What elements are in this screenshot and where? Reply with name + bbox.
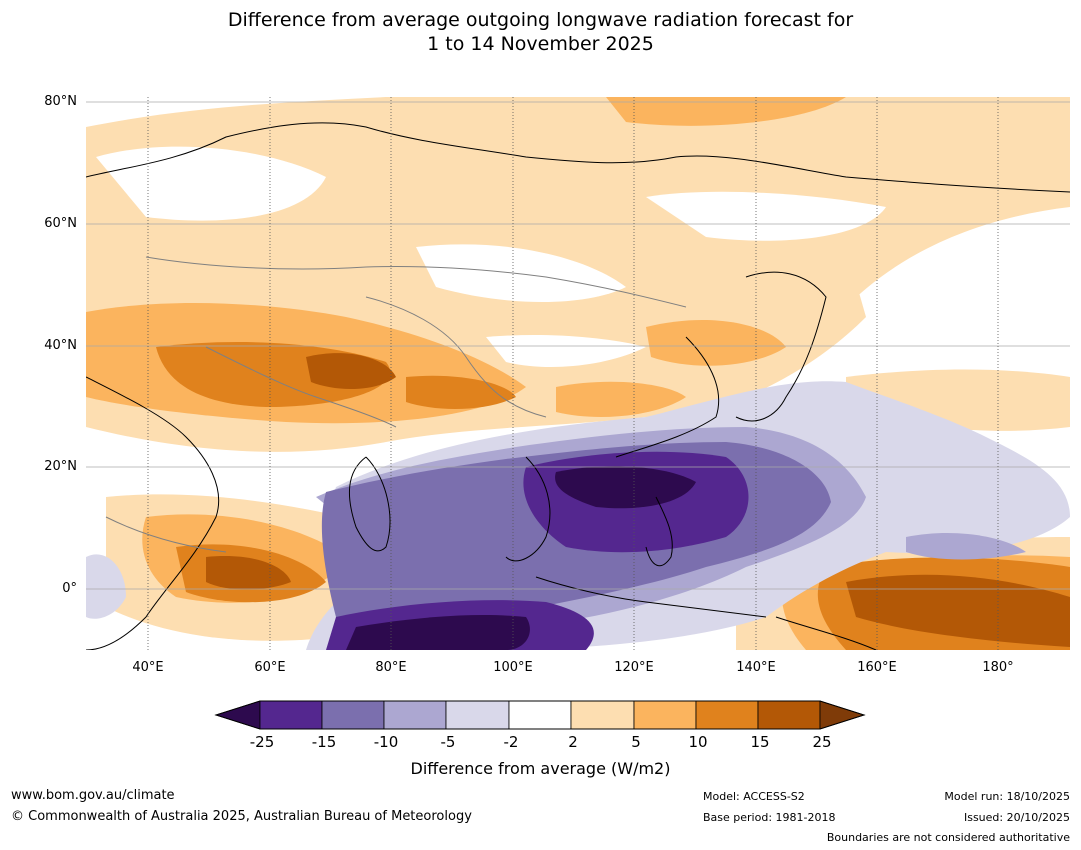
lon-label-60e: 60°E xyxy=(254,660,286,675)
very-strong-positive-pacific xyxy=(846,574,1070,647)
colorbar-segment-0 xyxy=(214,700,261,730)
neutral-patch-china xyxy=(486,335,646,367)
chart-title-line-2: 1 to 14 November 2025 xyxy=(427,33,654,55)
chart-title-line-1: Difference from average outgoing longwav… xyxy=(227,9,854,31)
coastline-arabia-africa xyxy=(86,376,220,650)
coastline-arctic xyxy=(86,122,1070,193)
colorbar-tick-minus-15: -15 xyxy=(311,733,337,751)
moderate-negative-pacific-band xyxy=(906,532,1026,560)
country-borders xyxy=(105,256,687,553)
weak-negative-east-africa xyxy=(86,554,126,619)
colorbar-tick-2: 2 xyxy=(568,733,578,751)
coastline-indonesia xyxy=(535,576,767,618)
colorbar-segment-10 xyxy=(819,700,866,730)
colorbar-segment-7 xyxy=(633,700,697,730)
model-name: Model: ACCESS-S2 xyxy=(703,790,805,803)
lon-label-120e: 120°E xyxy=(614,660,654,675)
moderate-positive-south-china xyxy=(556,381,686,417)
issued-date: Issued: 20/10/2025 xyxy=(963,811,1070,824)
colorbar-tick-minus-25: -25 xyxy=(249,733,275,751)
model-run-date: Model run: 18/10/2025 xyxy=(944,790,1070,803)
anomaly-fields xyxy=(86,97,1070,650)
olr-anomaly-map xyxy=(86,97,1070,650)
border-africa xyxy=(105,516,227,553)
lat-label-20n: 20°N xyxy=(44,459,77,474)
coastline-philippines xyxy=(645,496,673,567)
neutral-patch-siberia xyxy=(646,191,886,241)
coastline-india xyxy=(348,456,391,552)
colorbar-outline xyxy=(214,700,866,730)
lat-label-80n: 80°N xyxy=(44,94,77,109)
moderate-positive-arctic xyxy=(606,97,846,126)
colorbar-segment-9 xyxy=(757,700,821,730)
lon-label-40e: 40°E xyxy=(132,660,164,675)
colorbar-tick-5: 5 xyxy=(631,733,641,751)
border-russia-south xyxy=(145,256,687,308)
colorbar-tick-25: 25 xyxy=(812,733,832,751)
chart-title: Difference from average outgoing longwav… xyxy=(0,8,1081,56)
lat-label-40n: 40°N xyxy=(44,338,77,353)
colorbar-tick-10: 10 xyxy=(688,733,708,751)
colorbar-segment-2 xyxy=(321,700,385,730)
border-china-west xyxy=(365,296,547,418)
coastlines xyxy=(86,122,1070,650)
colorbar-tick-minus-10: -10 xyxy=(373,733,399,751)
colorbar xyxy=(214,700,866,730)
very-strong-positive-indian-ocean xyxy=(206,556,291,590)
base-period: Base period: 1981-2018 xyxy=(703,811,836,824)
colorbar-segment-3 xyxy=(383,700,447,730)
colorbar-tick-minus-2: -2 xyxy=(503,733,519,751)
copyright-notice: © Commonwealth of Australia 2025, Austra… xyxy=(11,809,472,824)
colorbar-tick-minus-5: -5 xyxy=(440,733,456,751)
boundaries-disclaimer: Boundaries are not considered authoritat… xyxy=(826,831,1070,844)
lon-gridlines xyxy=(147,97,999,650)
website-link[interactable]: www.bom.gov.au/climate xyxy=(11,788,175,803)
coastline-new-guinea xyxy=(775,616,877,650)
extreme-negative-south-china-sea xyxy=(555,466,696,509)
colorbar-tick-15: 15 xyxy=(750,733,770,751)
coastline-indochina xyxy=(505,456,551,562)
coastline-china xyxy=(615,336,720,458)
colorbar-segment-8 xyxy=(695,700,759,730)
colorbar-segment-5 xyxy=(508,700,572,730)
moderate-positive-japan xyxy=(646,319,786,366)
colorbar-segment-6 xyxy=(570,700,635,730)
very-strong-positive-tibet xyxy=(306,353,396,389)
lon-label-160e: 160°E xyxy=(857,660,897,675)
lat-label-0: 0° xyxy=(62,581,77,596)
strong-positive-himalaya xyxy=(406,375,516,409)
colorbar-segment-4 xyxy=(445,700,510,730)
lat-gridlines xyxy=(86,101,1070,590)
neutral-patch-europe xyxy=(96,146,326,221)
gridlines xyxy=(86,97,1070,650)
extreme-negative-indian-ocean-south xyxy=(346,615,530,650)
lon-label-180: 180° xyxy=(982,660,1014,675)
border-central-asia xyxy=(205,346,397,428)
lon-label-80e: 80°E xyxy=(375,660,407,675)
lon-label-100e: 100°E xyxy=(493,660,533,675)
colorbar-title: Difference from average (W/m2) xyxy=(410,759,671,778)
colorbar-segment-1 xyxy=(259,700,323,730)
lon-label-140e: 140°E xyxy=(736,660,776,675)
neutral-patch-mongolia xyxy=(416,244,626,302)
lat-label-60n: 60°N xyxy=(44,216,77,231)
